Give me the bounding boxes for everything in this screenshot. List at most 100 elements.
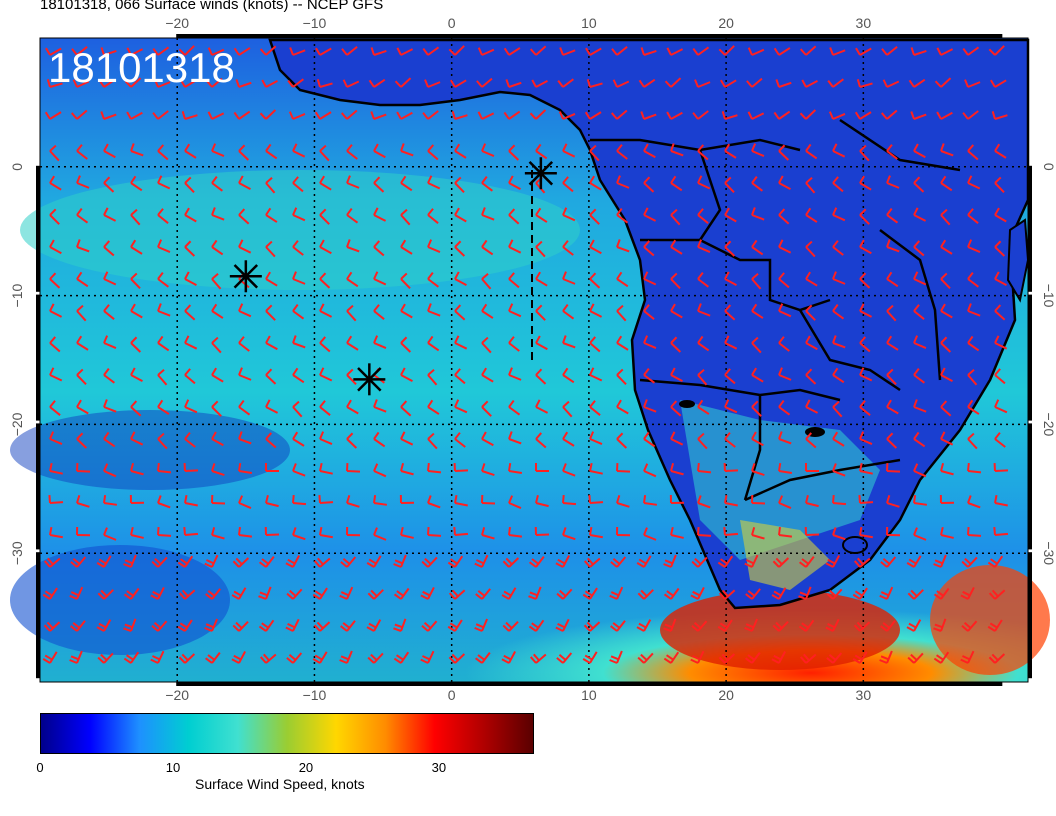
- wind-barb: [49, 431, 63, 446]
- wind-barb: [805, 304, 816, 321]
- wind-barb: [778, 399, 791, 416]
- top-axis-bar: [176, 34, 317, 38]
- wind-barb: [505, 79, 522, 88]
- wind-barb: [508, 144, 520, 161]
- wind-barb: [826, 652, 843, 664]
- wind-barb: [858, 494, 874, 504]
- wind-barb: [856, 79, 873, 88]
- top-lon-label: 30: [856, 15, 872, 31]
- wind-barb: [886, 526, 901, 537]
- wind-barb: [373, 431, 386, 448]
- wind-barb: [346, 399, 359, 415]
- wind-barb: [697, 462, 712, 474]
- wind-barb: [49, 367, 63, 382]
- wind-map: −20 −20 −10 −10 0 0 10 10 20 20 30 30 0 0 −10 −10 −20 −20…: [9, 15, 1056, 700]
- wind-barb: [859, 144, 870, 162]
- wind-barb: [130, 272, 141, 290]
- wind-barb: [967, 495, 981, 509]
- wind-barb: [346, 271, 359, 288]
- wind-barb: [157, 239, 171, 254]
- wind-barb: [49, 336, 61, 353]
- left-axis-bar: [36, 165, 40, 292]
- wind-barb: [562, 143, 576, 158]
- wind-barb: [936, 47, 954, 56]
- wind-barb: [697, 208, 709, 224]
- wind-barb: [832, 303, 845, 320]
- wind-barb: [775, 79, 792, 88]
- wind-barb: [508, 526, 523, 538]
- wind-barb: [367, 589, 384, 600]
- wind-barb: [238, 336, 250, 352]
- wind-barb: [643, 207, 657, 222]
- wind-barb: [508, 208, 520, 225]
- wind-barb: [503, 110, 521, 120]
- wind-barb: [231, 651, 246, 664]
- wind-barb: [829, 47, 846, 56]
- wind-barb: [611, 46, 628, 56]
- wind-barb: [157, 526, 172, 537]
- wind-barb: [913, 207, 927, 222]
- wind-barb: [886, 368, 897, 386]
- wind-barb: [910, 111, 927, 120]
- wind-barb: [49, 462, 63, 475]
- wind-barb: [508, 272, 520, 289]
- wind-barb: [286, 652, 303, 664]
- wind-barb: [529, 45, 547, 56]
- wind-barb: [184, 368, 196, 385]
- wind-barb: [832, 494, 847, 506]
- wind-barb: [724, 207, 737, 223]
- wind-barb: [501, 651, 516, 664]
- wind-barb: [724, 143, 737, 159]
- wind-barb: [723, 462, 739, 472]
- wind-barb: [854, 111, 872, 120]
- wind-barb: [697, 335, 710, 352]
- wind-barb: [211, 336, 222, 354]
- wind-barb: [130, 400, 142, 417]
- wind-barb: [285, 618, 300, 632]
- top-lon-label: 10: [581, 15, 597, 31]
- wind-barb: [583, 557, 601, 568]
- wind-barb: [562, 207, 576, 222]
- wind-barb: [967, 462, 982, 474]
- bottom-axis-bar: [587, 682, 728, 686]
- wind-barb: [42, 651, 58, 664]
- bottom-lon-label: 10: [581, 687, 597, 700]
- wind-barb: [778, 208, 790, 225]
- wind-barb: [399, 494, 415, 504]
- wind-barb: [292, 176, 304, 193]
- wind-barb: [177, 555, 194, 568]
- wind-barb: [961, 556, 978, 568]
- wind-barb: [778, 303, 792, 318]
- wind-barb: [100, 111, 117, 120]
- wind-barb: [697, 175, 711, 190]
- wind-barb: [312, 651, 328, 664]
- wind-barb: [123, 618, 137, 632]
- wind-barb: [103, 431, 116, 448]
- wind-barb: [907, 589, 924, 600]
- wind-barb: [832, 335, 846, 349]
- wind-barb: [773, 47, 791, 56]
- wind-barb: [319, 144, 330, 162]
- wind-barb: [346, 432, 358, 449]
- wind-barb: [799, 653, 817, 664]
- wind-barb: [508, 431, 522, 445]
- wind-barb: [933, 554, 947, 568]
- wind-barb: [130, 175, 143, 192]
- wind-barb: [589, 462, 603, 475]
- wind-barb: [805, 368, 817, 385]
- wind-barb: [103, 271, 117, 286]
- wind-barb: [960, 650, 975, 664]
- wind-barb: [744, 618, 759, 632]
- wind-barb: [292, 143, 306, 158]
- wind-barb: [238, 208, 250, 225]
- wind-barb: [913, 176, 925, 193]
- wind-barb: [70, 109, 88, 120]
- wind-barb: [157, 432, 168, 450]
- bottom-axis-bar: [176, 682, 317, 686]
- wind-barb: [427, 239, 441, 254]
- wind-barb: [292, 367, 305, 384]
- wind-barb: [690, 650, 705, 664]
- wind-barb: [967, 239, 981, 254]
- wind-barb: [582, 651, 598, 664]
- wind-barb: [292, 463, 306, 477]
